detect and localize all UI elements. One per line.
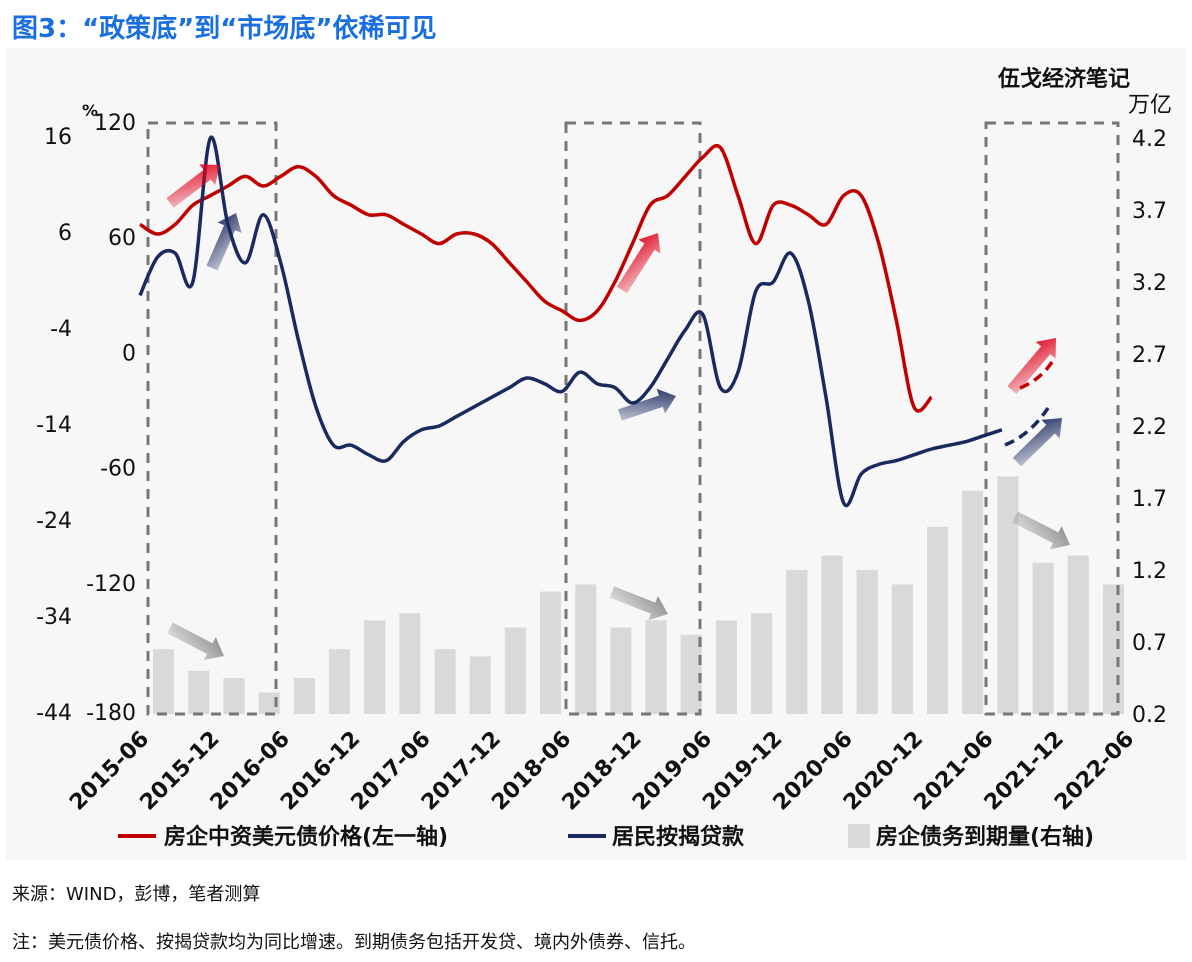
up-arrow-icon [166,164,221,208]
legend-label-bond: 房企中资美元债价格(左一轴) [164,824,448,850]
debt-maturity-bar [751,613,773,714]
debt-maturity-bar [328,649,350,714]
right-axis-unit: 万亿 [1128,93,1172,118]
legend-label-mortgage: 居民按揭贷款 [612,824,745,850]
debt-maturity-bar [997,476,1019,714]
up-arrow-icon [1007,338,1056,394]
debt-maturity-bar [821,555,843,714]
debt-maturity-bar [715,620,737,714]
debt-maturity-bar [434,649,456,714]
debt-maturity-bar [645,620,667,714]
right-axis-tick: 2.2 [1132,415,1167,440]
left-axis-unit: % [82,101,98,120]
down-right-arrow-icon [167,622,224,661]
left-axis-b-tick: -180 [86,701,136,726]
left-axis-a-tick: -44 [36,701,72,726]
debt-maturity-bar [575,584,597,714]
bond-price-line [139,143,933,413]
debt-maturity-bar [399,613,421,714]
debt-maturity-bar [680,634,702,714]
debt-maturity-bar [364,620,386,714]
chart-svg: % 16 6 -4 -14 -24 -34 -44 120 60 0 -60 -120 -180 万亿 4.2… [36,66,1172,850]
down-right-arrow-icon [609,586,668,621]
left-axis-b-tick: -60 [100,457,136,482]
debt-maturity-bar [856,570,878,714]
left-axis-b-tick: 60 [108,226,136,251]
right-axis-tick: 3.7 [1132,199,1167,224]
arrows-layer [166,164,1071,661]
left-axis-b-tick: 120 [94,111,136,136]
dashed-boxes-layer [146,121,1120,716]
left-axis-b-tick: 0 [122,341,136,366]
left-axis-b-tick: -120 [86,572,136,597]
left-axis-a-tick: -34 [36,605,72,630]
debt-maturity-bar [469,656,491,714]
debt-maturity-bar [927,526,949,714]
watermark-text: 伍戈经济笔记 [997,66,1130,92]
legend-label-debt: 房企债务到期量(右轴) [876,824,1094,850]
left-axis-a-tick: -4 [50,317,72,342]
debt-maturity-bar [293,678,315,714]
right-axis-tick: 2.7 [1132,343,1167,368]
debt-maturity-bar [504,627,526,714]
mortgage-line [138,135,1003,508]
right-axis-tick: 1.7 [1132,487,1167,512]
bars-layer [153,476,1124,714]
source-note: 来源：WIND，彭博，笔者测算 [12,884,261,905]
down-right-arrow-icon [1012,511,1071,550]
bond-price-forecast-dash [1019,361,1054,390]
up-arrow-icon [206,213,242,271]
debt-maturity-bar [1032,562,1054,714]
debt-maturity-bar [1067,555,1089,714]
right-axis-tick: 3.2 [1132,271,1167,296]
highlight-box-2 [564,121,702,716]
debt-maturity-bar [188,670,210,714]
highlight-box-1 [146,121,278,716]
legend: 房企中资美元债价格(左一轴) 居民按揭贷款 房企债务到期量(右轴) [118,824,1094,850]
legend-swatch-debt [848,824,870,848]
debt-maturity-bar [962,490,984,714]
right-axis-tick: 1.2 [1132,559,1167,584]
left-axis-a-tick: -14 [36,413,72,438]
up-arrow-icon [616,233,661,294]
debt-maturity-bar [786,570,808,714]
debt-maturity-bar [258,692,280,714]
debt-maturity-bar [223,678,245,714]
chart-title: 图3：“政策底”到“市场底”依稀可见 [12,14,437,44]
debt-maturity-bar [891,584,913,714]
right-arrow-icon [618,388,676,421]
mortgage-forecast-dash [1004,407,1050,447]
right-axis-tick: 0.7 [1132,631,1167,656]
left-axis-a-tick: -24 [36,509,72,534]
up-arrow-icon [1012,417,1063,467]
left-axis-a-tick: 16 [44,125,72,150]
right-axis-tick: 4.2 [1132,127,1167,152]
lines-layer [138,135,1054,508]
left-axis-a-tick: 6 [58,221,72,246]
debt-maturity-bar [540,591,562,714]
right-axis-tick: 0.2 [1132,703,1167,728]
debt-maturity-bar [1102,584,1124,714]
debt-maturity-bar [153,649,175,714]
footnote: 注：美元债价格、按揭贷款均为同比增速。到期债务包括开发贷、境内外债券、信托。 [12,932,696,953]
debt-maturity-bar [610,627,632,714]
